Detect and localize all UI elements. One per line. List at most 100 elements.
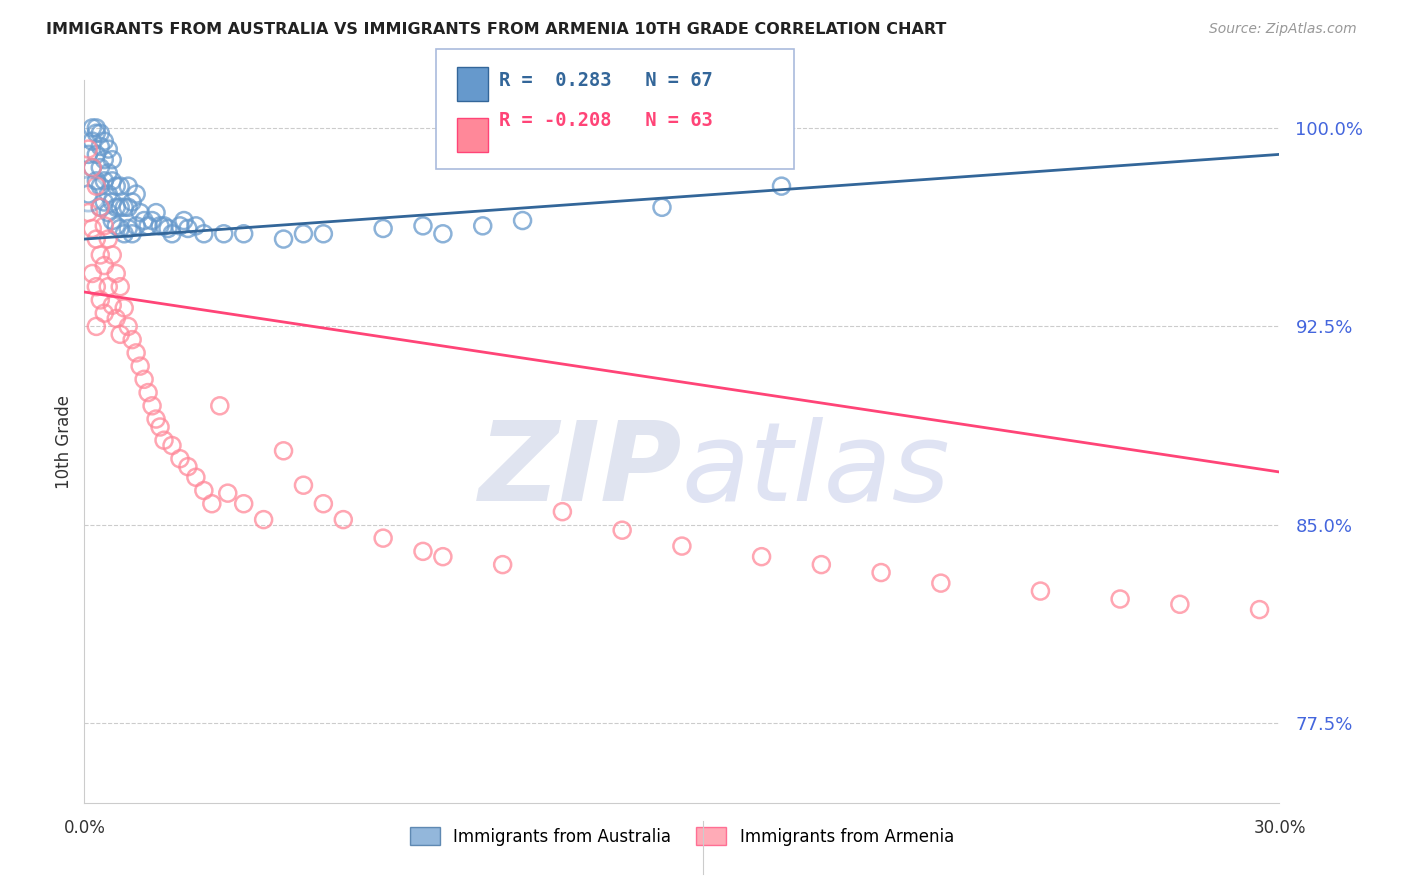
Point	[173, 213, 195, 227]
Point	[77, 205, 100, 219]
Point	[432, 549, 454, 564]
Point	[312, 227, 335, 241]
Point	[86, 126, 108, 140]
Point	[810, 558, 832, 572]
Point	[1168, 597, 1191, 611]
Point	[751, 549, 773, 564]
Point	[129, 205, 152, 219]
Point	[232, 227, 254, 241]
Point	[89, 161, 111, 175]
Text: Source: ZipAtlas.com: Source: ZipAtlas.com	[1209, 22, 1357, 37]
Point	[117, 221, 139, 235]
Point	[177, 459, 200, 474]
Point	[82, 221, 104, 235]
Point	[651, 200, 673, 214]
Point	[160, 227, 183, 241]
Point	[136, 219, 159, 233]
Point	[512, 213, 534, 227]
Point	[93, 259, 115, 273]
Point	[89, 200, 111, 214]
Point	[105, 267, 128, 281]
Point	[145, 412, 167, 426]
Point	[432, 227, 454, 241]
Point	[101, 298, 124, 312]
Point	[82, 267, 104, 281]
Point	[141, 213, 163, 227]
Point	[77, 187, 100, 202]
Point	[217, 486, 239, 500]
Point	[1109, 592, 1132, 607]
Point	[110, 327, 132, 342]
Point	[101, 248, 124, 262]
Point	[121, 333, 143, 347]
Y-axis label: 10th Grade: 10th Grade	[55, 394, 73, 489]
Point	[93, 174, 115, 188]
Point	[112, 227, 135, 241]
Point	[101, 194, 124, 209]
Point	[145, 205, 167, 219]
Point	[97, 279, 120, 293]
Point	[292, 478, 315, 492]
Point	[105, 179, 128, 194]
Point	[93, 194, 115, 209]
Point	[86, 120, 108, 135]
Point	[312, 497, 335, 511]
Text: ZIP: ZIP	[478, 417, 682, 524]
Point	[89, 200, 111, 214]
Point	[82, 161, 104, 175]
Text: IMMIGRANTS FROM AUSTRALIA VS IMMIGRANTS FROM ARMENIA 10TH GRADE CORRELATION CHAR: IMMIGRANTS FROM AUSTRALIA VS IMMIGRANTS …	[46, 22, 946, 37]
Point	[117, 319, 139, 334]
Point	[93, 219, 115, 233]
Point	[157, 221, 180, 235]
Point	[1249, 602, 1271, 616]
Point	[551, 505, 574, 519]
Point	[86, 147, 108, 161]
Point	[82, 120, 104, 135]
Point	[129, 359, 152, 373]
Point	[770, 179, 793, 194]
Point	[82, 161, 104, 175]
Point	[125, 219, 148, 233]
Text: R = -0.208   N = 63: R = -0.208 N = 63	[499, 112, 713, 130]
Point	[121, 194, 143, 209]
Point	[412, 219, 434, 233]
Point	[160, 438, 183, 452]
Point	[373, 531, 395, 545]
Point	[93, 134, 115, 148]
Point	[105, 200, 128, 214]
Point	[412, 544, 434, 558]
Point	[101, 153, 124, 167]
Point	[169, 219, 191, 233]
Point	[117, 179, 139, 194]
Point	[101, 174, 124, 188]
Point	[77, 187, 100, 202]
Point	[149, 420, 172, 434]
Point	[89, 139, 111, 153]
Point	[153, 434, 176, 448]
Point	[177, 221, 200, 235]
Point	[89, 248, 111, 262]
Point	[105, 219, 128, 233]
Text: R =  0.283   N = 67: R = 0.283 N = 67	[499, 71, 713, 90]
Point	[373, 221, 395, 235]
Point	[112, 200, 135, 214]
Point	[273, 443, 295, 458]
Point	[117, 200, 139, 214]
Point	[184, 470, 207, 484]
Point	[208, 399, 231, 413]
Point	[97, 232, 120, 246]
Point	[253, 513, 276, 527]
Point	[77, 142, 100, 156]
Point	[86, 232, 108, 246]
Point	[89, 179, 111, 194]
Point	[125, 346, 148, 360]
Point	[110, 221, 132, 235]
Point	[212, 227, 235, 241]
Point	[112, 301, 135, 315]
Point	[93, 306, 115, 320]
Point	[86, 319, 108, 334]
Point	[101, 213, 124, 227]
Point	[201, 497, 224, 511]
Point	[332, 513, 354, 527]
Point	[149, 219, 172, 233]
